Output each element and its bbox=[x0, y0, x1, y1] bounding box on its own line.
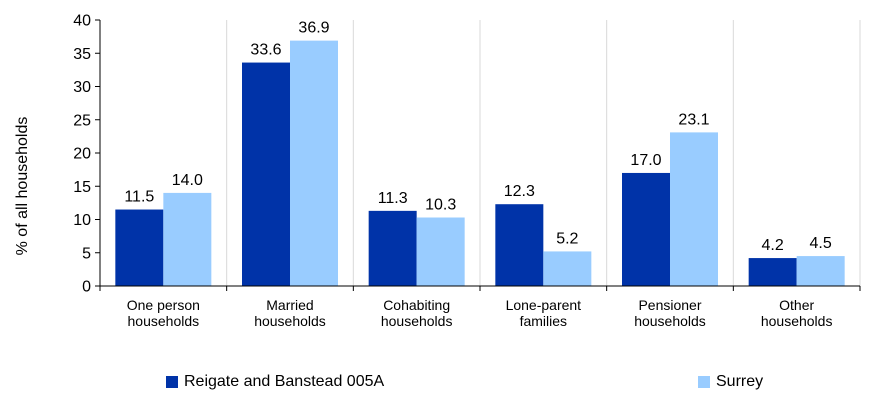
bar-series-1 bbox=[495, 204, 544, 286]
x-category-label: Pensioner households bbox=[634, 297, 706, 329]
y-tick-label: 35 bbox=[73, 46, 91, 63]
data-label-series-1: 17.0 bbox=[630, 152, 661, 169]
y-tick-label: 10 bbox=[73, 212, 91, 229]
legend-swatch-series-2 bbox=[698, 376, 710, 388]
data-label-series-1: 33.6 bbox=[250, 42, 281, 59]
data-label-series-2: 14.0 bbox=[172, 172, 203, 189]
legend-swatch-series-1 bbox=[166, 376, 178, 388]
bar-series-1 bbox=[748, 258, 797, 286]
legend-label-series-2: Surrey bbox=[716, 373, 764, 390]
y-tick-label: 0 bbox=[82, 279, 91, 296]
legend-item-series-2: Surrey bbox=[698, 373, 763, 391]
legend-label-series-1: Reigate and Banstead 005A bbox=[184, 373, 385, 390]
data-label-series-2: 5.2 bbox=[556, 230, 578, 247]
y-tick-label: 40 bbox=[73, 13, 91, 30]
bar-series-2 bbox=[290, 40, 338, 286]
axes bbox=[95, 19, 861, 291]
bar-series-2 bbox=[543, 251, 592, 286]
bar-series-1 bbox=[242, 62, 290, 287]
bar-series-2 bbox=[163, 192, 212, 286]
y-tick-label: 5 bbox=[82, 245, 91, 262]
y-tick-label: 15 bbox=[73, 179, 91, 196]
x-category-label: Cohabiting households bbox=[381, 297, 453, 329]
x-category-label: One person households bbox=[127, 297, 200, 329]
x-category-label: Lone-parent families bbox=[506, 297, 582, 329]
legend-item-series-1: Reigate and Banstead 005A bbox=[166, 373, 384, 391]
data-label-series-2: 10.3 bbox=[425, 197, 456, 214]
data-label-series-2: 4.5 bbox=[810, 235, 832, 252]
data-label-series-2: 23.1 bbox=[678, 111, 709, 128]
data-label-series-2: 36.9 bbox=[298, 20, 329, 37]
bar-series-1 bbox=[622, 172, 670, 286]
grid-lines bbox=[226, 20, 861, 286]
data-label-series-1: 12.3 bbox=[504, 183, 535, 200]
labels: 0 5 10 15 20 25 30 35 40 One person households Marr… bbox=[73, 13, 832, 330]
x-category-label: Other households bbox=[761, 297, 833, 329]
bar-series-1 bbox=[368, 210, 417, 286]
y-axis-title: % of all households bbox=[14, 117, 31, 256]
bar-series-2 bbox=[796, 256, 845, 286]
bars bbox=[115, 40, 845, 287]
data-label-series-1: 4.2 bbox=[762, 237, 784, 254]
bar-series-1 bbox=[115, 209, 164, 286]
data-label-series-1: 11.5 bbox=[124, 189, 154, 206]
y-tick-label: 25 bbox=[73, 112, 91, 129]
data-label-series-1: 11.3 bbox=[378, 190, 408, 207]
x-category-label: Married households bbox=[254, 297, 326, 329]
bar-series-2 bbox=[416, 217, 465, 286]
y-tick-label: 30 bbox=[73, 79, 91, 96]
bar-series-2 bbox=[670, 132, 718, 286]
y-tick-label: 20 bbox=[73, 146, 91, 163]
